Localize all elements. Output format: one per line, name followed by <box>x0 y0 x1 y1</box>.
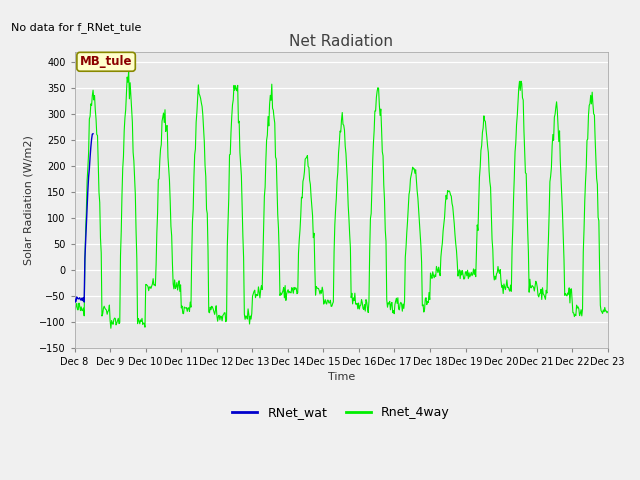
Text: MB_tule: MB_tule <box>80 55 132 68</box>
Text: No data for f_RNet_tule: No data for f_RNet_tule <box>10 23 141 33</box>
Y-axis label: Solar Radiation (W/m2): Solar Radiation (W/m2) <box>23 135 33 265</box>
Title: Net Radiation: Net Radiation <box>289 35 393 49</box>
Legend: RNet_wat, Rnet_4way: RNet_wat, Rnet_4way <box>227 401 455 424</box>
X-axis label: Time: Time <box>328 372 355 383</box>
